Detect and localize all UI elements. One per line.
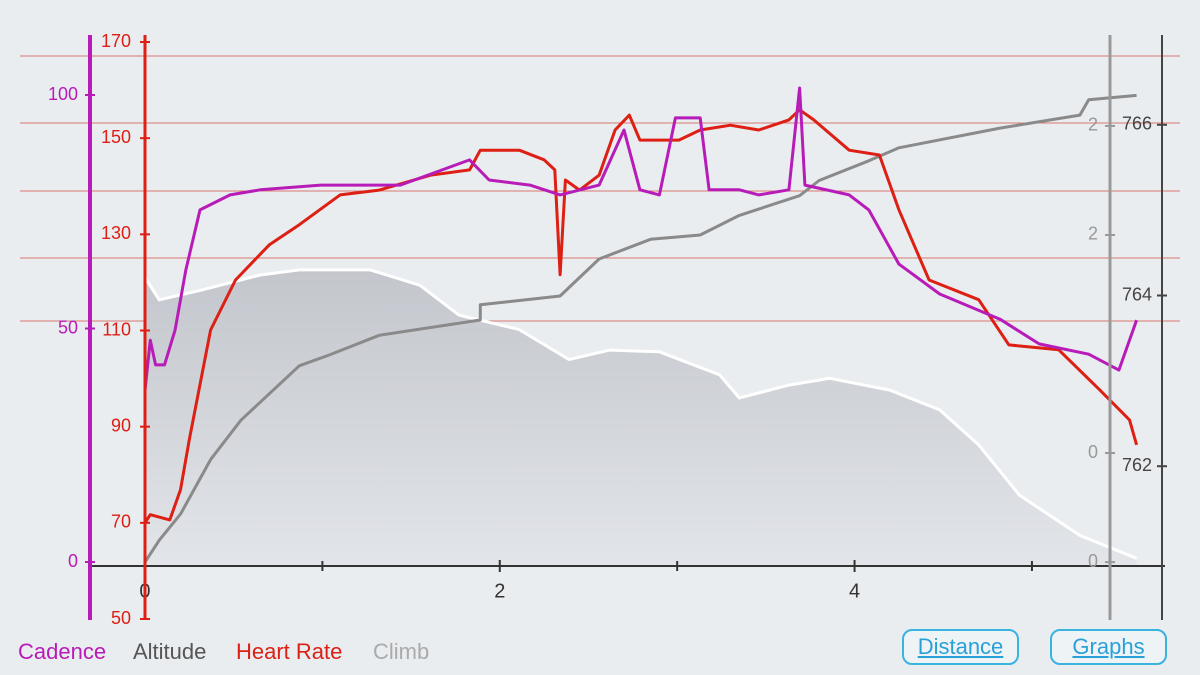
y-tick-label: 70 bbox=[111, 512, 131, 532]
y-tick-label: 766 bbox=[1122, 114, 1152, 134]
altitude-line bbox=[143, 268, 1138, 560]
distance-button[interactable]: Distance bbox=[902, 629, 1019, 665]
x-tick-label: 4 bbox=[849, 580, 860, 602]
y-tick-label: 0 bbox=[1088, 442, 1098, 462]
altitude-area bbox=[145, 269, 1137, 566]
y-tick-label: 90 bbox=[111, 415, 131, 435]
series-line bbox=[143, 86, 1139, 391]
legend-entry: Climb bbox=[373, 639, 429, 664]
graphs-button[interactable]: Graphs bbox=[1050, 629, 1167, 665]
series-line bbox=[143, 108, 1139, 524]
y-tick-label: 100 bbox=[48, 84, 78, 104]
y-tick-label: 50 bbox=[111, 608, 131, 628]
y-tick-label: 170 bbox=[101, 31, 131, 51]
legend-entry: Cadence bbox=[18, 639, 106, 664]
y-tick-label: 110 bbox=[102, 319, 131, 339]
y-tick-label: 130 bbox=[101, 223, 131, 243]
legend-entry: Altitude bbox=[133, 639, 206, 664]
background-rules bbox=[20, 55, 1180, 322]
x-tick-label: 2 bbox=[494, 580, 505, 602]
y-tick-label: 2 bbox=[1088, 115, 1098, 135]
y-tick-label: 2 bbox=[1088, 224, 1098, 244]
series-line bbox=[143, 93, 1137, 563]
y-tick-label: 762 bbox=[1122, 455, 1152, 475]
y-tick-label: 150 bbox=[101, 127, 131, 147]
y-tick-label: 764 bbox=[1122, 284, 1152, 304]
legend-entry: Heart Rate bbox=[236, 639, 342, 664]
y-tick-label: 50 bbox=[58, 317, 78, 337]
y-tick-label: 0 bbox=[68, 551, 78, 571]
y-tick-label: 0 bbox=[1088, 551, 1098, 571]
